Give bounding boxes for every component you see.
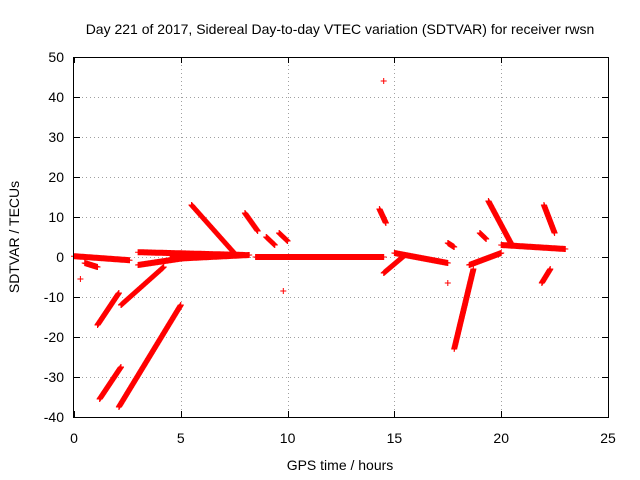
series-arc-19-20	[485, 198, 515, 248]
plot-frame	[73, 57, 609, 418]
y-tick-label: 30	[48, 129, 64, 145]
x-tick-label: 5	[177, 430, 185, 446]
x-tick-label: 25	[600, 430, 616, 446]
series-short-22	[538, 266, 554, 286]
y-tick-label: 40	[48, 89, 64, 105]
series-isolated-14	[380, 78, 387, 84]
point-marks	[380, 78, 387, 84]
series-isolated-17	[444, 280, 451, 286]
y-tick-label: -30	[44, 369, 64, 385]
series-flat-15-17	[391, 250, 451, 266]
point-marks	[451, 266, 477, 352]
y-tick-label: 10	[48, 209, 64, 225]
series-steep-rise-a	[115, 302, 184, 410]
point-marks	[167, 252, 253, 262]
point-marks	[444, 280, 451, 286]
series-isolated-10	[280, 288, 287, 294]
point-marks	[485, 198, 515, 248]
series-short-19	[476, 230, 490, 242]
series-steep-descent-2	[96, 364, 124, 402]
point-marks	[476, 230, 490, 242]
point-marks	[498, 242, 569, 252]
point-marks	[96, 364, 124, 402]
y-tick-label: -40	[44, 409, 64, 425]
series-bump-20-23	[498, 242, 569, 252]
point-marks	[263, 234, 278, 248]
point-marks	[391, 250, 451, 266]
point-marks	[276, 230, 291, 244]
point-marks	[540, 202, 558, 236]
point-marks	[81, 260, 101, 270]
y-tick-label: 20	[48, 169, 64, 185]
point-marks	[280, 288, 287, 294]
point-marks	[115, 302, 184, 410]
series-steep-rise-17	[451, 266, 477, 352]
y-tick-label: 0	[56, 249, 64, 265]
series-isolated-early	[77, 276, 84, 282]
series-early-dip-1	[81, 260, 101, 270]
point-marks	[71, 253, 133, 264]
x-tick-label: 20	[493, 430, 509, 446]
y-tick-label: 50	[48, 49, 64, 65]
grid	[74, 57, 608, 417]
x-tick-label: 0	[70, 430, 78, 446]
point-marks	[118, 264, 167, 308]
point-marks	[252, 254, 387, 260]
point-marks	[188, 202, 238, 256]
series-bump-10-14	[252, 254, 387, 260]
point-marks	[466, 250, 505, 268]
x-tick-label: 15	[387, 430, 403, 446]
series-short-9b	[276, 230, 291, 244]
series-baseline-early	[71, 253, 133, 264]
point-marks	[376, 206, 389, 226]
axis-ticks: 0 5 10 15 20 25 -40 -30 -20 -10 0 10 20 30 40 50	[44, 49, 616, 446]
y-tick-label: -10	[44, 289, 64, 305]
series-rise-b	[118, 264, 167, 308]
series-arc-5-8	[188, 202, 238, 256]
series-short-17a	[444, 240, 458, 250]
series-short-9a	[263, 234, 278, 248]
series-flat-18-20	[466, 250, 505, 268]
point-marks	[241, 210, 261, 234]
data-points	[71, 78, 569, 410]
series-steep-descent-1	[94, 290, 122, 328]
point-marks	[94, 290, 122, 328]
x-tick-label: 10	[280, 430, 296, 446]
series-short-14	[376, 206, 389, 226]
point-marks	[444, 240, 458, 250]
y-tick-label: -20	[44, 329, 64, 345]
series-flat-5-8b	[167, 252, 253, 262]
series-arc-22	[540, 202, 558, 236]
x-axis-label: GPS time / hours	[287, 457, 394, 473]
point-marks	[77, 276, 84, 282]
chart-title: Day 221 of 2017, Sidereal Day-to-day VTE…	[86, 21, 595, 37]
series-arc-8	[241, 210, 261, 234]
y-axis-label: SDTVAR / TECUs	[6, 181, 22, 293]
point-marks	[538, 266, 554, 286]
